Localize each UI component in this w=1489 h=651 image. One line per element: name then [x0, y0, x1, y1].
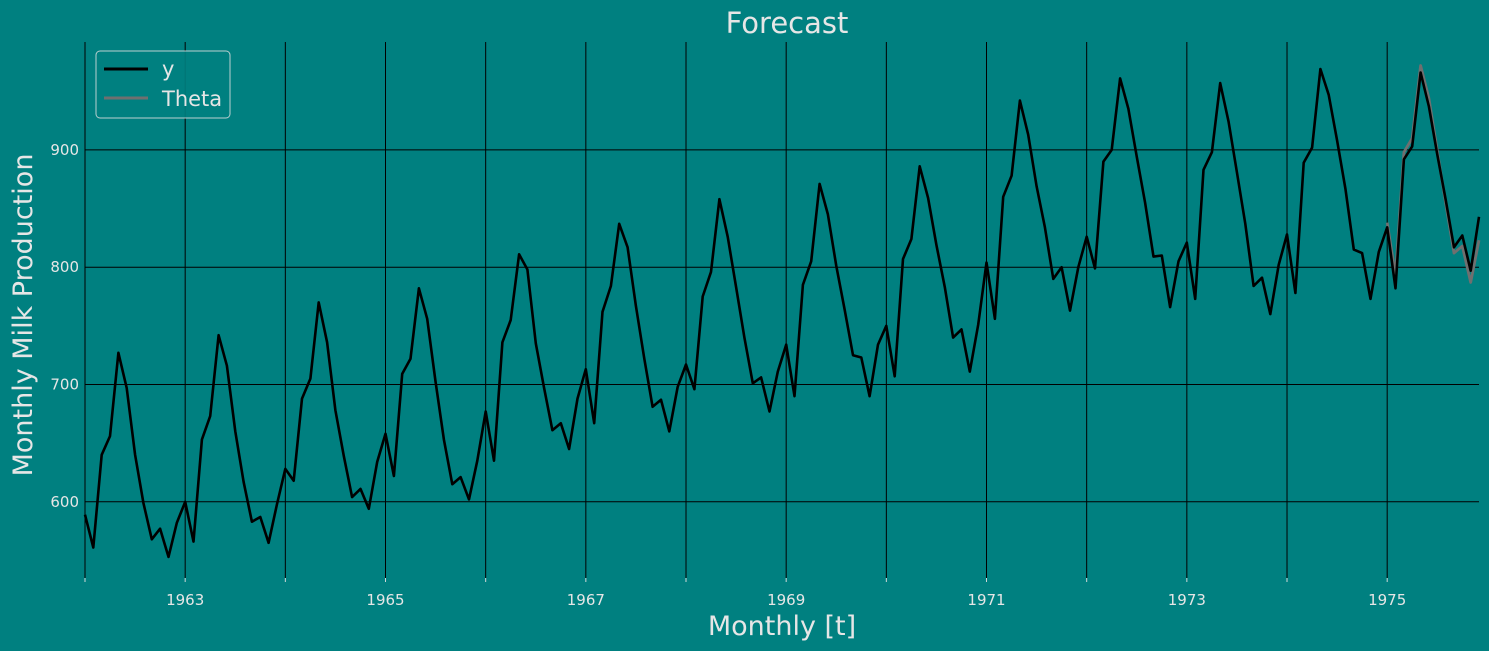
y-tick-label: 800: [50, 258, 79, 276]
x-tick-label: 1975: [1368, 591, 1406, 609]
legend: y Theta: [95, 50, 231, 119]
x-axis-title: Monthly [t]: [708, 611, 856, 642]
y-tick-label: 900: [50, 141, 79, 159]
legend-label-y: y: [162, 57, 174, 81]
y-axis-title: Monthly Milk Production: [8, 154, 39, 477]
x-tick-label: 1965: [366, 591, 404, 609]
chart-title: Forecast: [726, 6, 849, 40]
legend-label-theta: Theta: [161, 87, 222, 111]
x-tick-label: 1963: [166, 591, 204, 609]
y-tick-label: 700: [50, 375, 79, 393]
series-lines: [83, 64, 1481, 559]
x-axis-ticks: 1963 1965 1967 1969 1971 1973 1975: [84, 578, 1406, 609]
series-line-y: [83, 67, 1481, 559]
x-tick-label: 1971: [967, 591, 1005, 609]
y-tick-label: 600: [50, 493, 79, 511]
y-axis-ticks: 600 700 800 900: [50, 141, 79, 511]
grid-lines: [84, 42, 1479, 578]
x-tick-label: 1973: [1168, 591, 1206, 609]
x-tick-label: 1967: [567, 591, 605, 609]
x-tick-label: 1969: [767, 591, 805, 609]
